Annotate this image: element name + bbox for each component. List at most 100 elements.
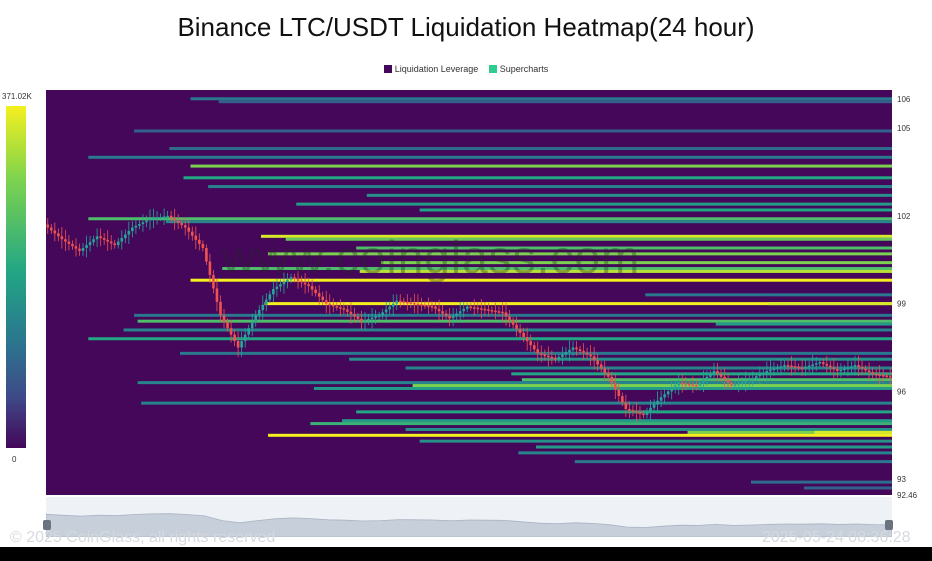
- candle-body: [229, 328, 233, 335]
- candle-body: [744, 380, 748, 383]
- candle-body: [705, 376, 709, 380]
- legend: Liquidation Leverage Supercharts: [0, 64, 932, 74]
- candle-body: [293, 277, 296, 280]
- candle-body: [702, 379, 705, 383]
- liquidation-level: [190, 164, 892, 168]
- candle-body: [208, 261, 212, 275]
- candle-body: [180, 222, 184, 226]
- candle-body: [127, 231, 131, 235]
- liquidation-level: [814, 430, 892, 434]
- candle-body: [134, 225, 138, 228]
- candle-body: [187, 227, 191, 232]
- candle-body: [765, 370, 769, 373]
- navigator-right-handle[interactable]: [885, 520, 893, 530]
- candle-body: [46, 224, 50, 228]
- candle-body: [684, 383, 688, 385]
- candle-body: [652, 404, 656, 408]
- candle-body: [550, 356, 554, 359]
- candle-body: [205, 248, 208, 262]
- liquidation-level: [169, 147, 892, 151]
- candle-body: [226, 321, 229, 329]
- candle-body: [346, 309, 349, 312]
- candle-body: [790, 365, 793, 368]
- candle-body: [212, 274, 215, 289]
- candle-body: [850, 366, 853, 368]
- candle-body: [169, 215, 173, 219]
- candle-body: [166, 215, 169, 218]
- candle-body: [695, 384, 698, 387]
- liquidation-level: [165, 220, 893, 224]
- navigator-area-path: [45, 513, 893, 538]
- candle-body: [543, 354, 547, 357]
- candle-body: [857, 365, 860, 367]
- candle-body: [427, 305, 430, 307]
- candle-body: [219, 301, 222, 316]
- candle-body: [522, 332, 525, 337]
- legend-item-liquidation-leverage[interactable]: Liquidation Leverage: [383, 64, 478, 74]
- liquidation-level: [313, 386, 892, 390]
- candle-body: [631, 410, 635, 412]
- candle-body: [846, 367, 850, 369]
- candle-body: [659, 397, 663, 401]
- candle-body: [124, 234, 127, 239]
- legend-item-supercharts[interactable]: Supercharts: [488, 64, 548, 74]
- candle-body: [480, 308, 483, 310]
- candle-body: [49, 227, 53, 231]
- candle-body: [592, 356, 596, 361]
- candle-body: [257, 310, 261, 316]
- candle-body: [64, 239, 67, 242]
- candle-body: [716, 370, 719, 374]
- candle-body: [268, 294, 272, 300]
- candle-body: [811, 364, 814, 366]
- candle-body: [758, 374, 762, 377]
- candle-body: [109, 241, 113, 244]
- candle-body: [726, 379, 730, 383]
- liquidation-level: [715, 322, 892, 326]
- candle-body: [610, 376, 614, 384]
- candle-body: [324, 300, 328, 304]
- candle-body: [874, 373, 878, 376]
- liquidation-level: [218, 100, 893, 104]
- candle-body: [494, 310, 497, 313]
- liquidation-level: [405, 366, 892, 370]
- liquidation-level: [356, 246, 892, 250]
- liquidation-level: [88, 155, 893, 159]
- candle-body: [462, 308, 466, 312]
- candle-body: [508, 316, 511, 321]
- candle-body: [247, 328, 250, 335]
- candle-body: [243, 334, 247, 342]
- candle-body: [501, 311, 504, 314]
- candle-body: [116, 241, 120, 246]
- candle-body: [423, 304, 427, 307]
- liquidation-level: [183, 176, 893, 180]
- range-navigator[interactable]: [45, 497, 893, 538]
- candle-body: [578, 349, 582, 352]
- candle-body: [642, 413, 645, 416]
- liquidation-level: [190, 278, 892, 282]
- liquidation-level: [310, 422, 892, 426]
- candle-body: [377, 315, 381, 317]
- candle-body: [451, 315, 455, 319]
- candle-body: [575, 347, 578, 350]
- liquidation-level: [179, 351, 892, 355]
- liquidation-level: [296, 202, 892, 206]
- candle-body: [300, 280, 303, 283]
- candle-body: [176, 220, 180, 223]
- candle-body: [331, 304, 335, 307]
- candle-body: [825, 363, 829, 366]
- navigator-left-handle[interactable]: [43, 520, 51, 530]
- candle-body: [353, 314, 356, 317]
- candle-body: [814, 363, 818, 365]
- candle-body: [279, 284, 282, 287]
- candle-body: [339, 307, 342, 309]
- candle-body: [712, 370, 716, 374]
- liquidation-level: [803, 486, 892, 490]
- candle-body: [201, 243, 205, 249]
- candle-body: [613, 383, 617, 390]
- candle-body: [286, 279, 289, 282]
- liquidation-level: [574, 460, 892, 464]
- candle-body: [635, 411, 638, 413]
- liquidation-level: [134, 129, 892, 133]
- liquidation-level: [419, 439, 892, 443]
